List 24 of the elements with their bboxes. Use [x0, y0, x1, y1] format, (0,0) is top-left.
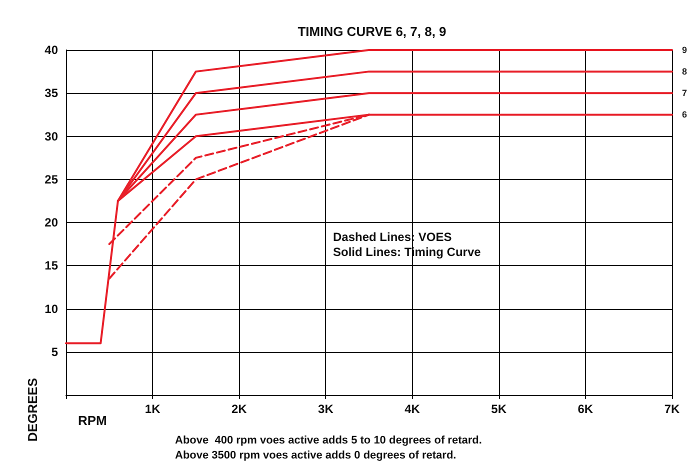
x-tick-label: 2K	[231, 402, 248, 416]
text: Above 3500 rpm voes active adds 0 degrees of retard.	[175, 450, 456, 462]
series-label: 7	[682, 88, 688, 98]
y-tick-label: 20	[44, 216, 58, 230]
x-tick-label: 1K	[144, 402, 161, 416]
x-tick-label: 6K	[578, 402, 594, 416]
x-tick-label: 5K	[491, 402, 507, 416]
series-label: 9	[682, 45, 688, 55]
y-tick-label: 40	[44, 43, 58, 57]
chart-title: TIMING CURVE 6, 7, 8, 9	[298, 24, 446, 39]
series-label: 6	[682, 110, 688, 120]
x-tick-label: 7K	[664, 402, 680, 416]
x-tick-label: 3K	[318, 402, 334, 416]
y-tick-label: 25	[44, 172, 58, 186]
y-tick-label: 15	[44, 258, 58, 273]
y-tick-label: 5	[51, 344, 58, 359]
x-tick-label: 4K	[404, 402, 420, 416]
y-axis-title: DEGREES	[25, 378, 40, 442]
x-axis-title: RPM	[78, 413, 107, 428]
y-tick-label: 30	[44, 129, 58, 144]
series-label: 8	[682, 66, 688, 77]
text: Above 400 rpm voes active adds 5 to 10 degrees of retard.	[175, 434, 482, 446]
y-tick-label: 10	[44, 302, 58, 316]
y-tick-label: 35	[44, 86, 58, 100]
